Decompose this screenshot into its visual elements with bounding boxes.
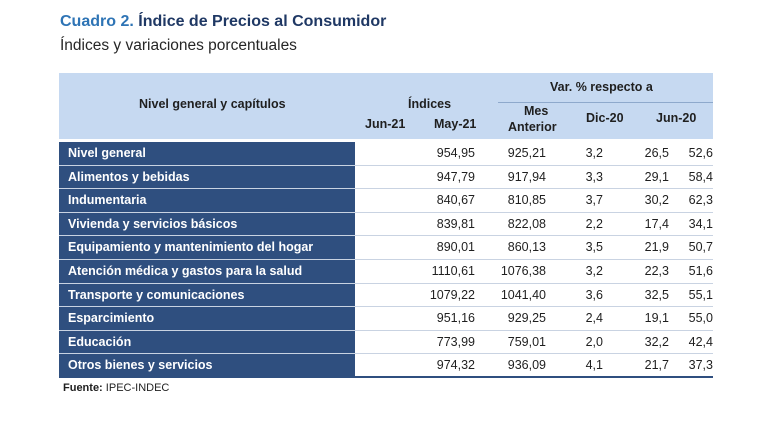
row-label: Indumentaria — [59, 189, 355, 212]
var-group-divider — [498, 102, 713, 103]
cell-jun20: 42,4 — [688, 334, 713, 349]
table-title-text: Índice de Precios al Consumidor — [138, 13, 387, 30]
table-row: Otros bienes y servicios 974,32 936,09 4,1 2… — [59, 354, 713, 378]
header-category: Nivel general y capítulos — [139, 97, 286, 111]
cell-may21: 1076,38 — [500, 263, 546, 278]
cell-dic20: 19,1 — [644, 311, 669, 326]
cell-dic20: 26,5 — [644, 146, 669, 160]
table-row: Nivel general 954,95 925,21 3,2 26,5 52,6 — [59, 142, 713, 166]
cell-dic20: 21,7 — [644, 358, 669, 373]
cell-may21: 810,85 — [507, 193, 546, 208]
cell-jun21: 974,32 — [436, 358, 475, 373]
table-row: Educación 773,99 759,01 2,0 32,2 42,4 — [59, 330, 713, 355]
cell-mes: 3,2 — [585, 263, 603, 278]
table-row: Atención médica y gastos para la salud 11… — [59, 259, 713, 284]
table-body: Nivel general 954,95 925,21 3,2 26,5 52,6 Alim… — [59, 142, 713, 378]
row-label: Alimentos y bebidas — [59, 165, 355, 189]
cell-mes: 3,5 — [585, 240, 603, 255]
cell-mes: 3,6 — [585, 287, 603, 302]
cell-jun20: 34,1 — [688, 216, 713, 231]
cell-may21: 925,21 — [507, 146, 546, 160]
cell-mes: 3,2 — [585, 146, 603, 160]
row-label: Otros bienes y servicios — [59, 354, 355, 376]
table-row: Vivienda y servicios básicos 839,81 822,08… — [59, 212, 713, 237]
header-mes-line1: Mes — [524, 104, 549, 118]
cell-dic20: 32,2 — [644, 334, 669, 349]
row-label: Transporte y comunicaciones — [59, 283, 355, 307]
table-row: Transporte y comunicaciones 1079,22 1041,4… — [59, 283, 713, 308]
cell-may21: 929,25 — [507, 311, 546, 326]
cell-jun21: 840,67 — [436, 193, 475, 208]
cell-jun20: 50,7 — [688, 240, 713, 255]
cell-jun20: 58,4 — [688, 169, 713, 184]
row-label: Atención médica y gastos para la salud — [59, 259, 355, 283]
cell-mes: 4,1 — [585, 358, 603, 373]
row-label: Vivienda y servicios básicos — [59, 212, 355, 236]
cell-may21: 1041,40 — [500, 287, 546, 302]
cell-dic20: 22,3 — [644, 263, 669, 278]
row-label: Nivel general — [59, 142, 355, 165]
table-title: Cuadro 2. Índice de Precios al Consumido… — [60, 13, 386, 31]
cell-jun21: 954,95 — [436, 146, 475, 160]
cell-jun20: 51,6 — [688, 263, 713, 278]
cell-dic20: 29,1 — [644, 169, 669, 184]
cell-mes: 2,4 — [585, 311, 603, 326]
cell-jun21: 1110,61 — [431, 263, 475, 278]
cell-jun21: 839,81 — [436, 216, 475, 231]
footnote-label: Fuente: — [63, 382, 103, 394]
cell-jun21: 773,99 — [436, 334, 475, 349]
header-indices-group: Índices — [408, 97, 452, 111]
cell-may21: 759,01 — [507, 334, 546, 349]
table-row: Indumentaria 840,67 810,85 3,7 30,2 62,3 — [59, 189, 713, 213]
table-subtitle: Índices y variaciones porcentuales — [60, 37, 297, 54]
cell-may21: 822,08 — [507, 216, 546, 231]
table-row: Equipamiento y mantenimiento del hogar 89… — [59, 236, 713, 260]
cell-may21: 917,94 — [507, 169, 546, 184]
table-number: Cuadro 2. — [60, 13, 134, 30]
footnote-source: IPEC-INDEC — [105, 382, 170, 394]
cell-jun20: 55,1 — [688, 287, 713, 302]
row-label: Equipamiento y mantenimiento del hogar — [59, 236, 355, 259]
table-header: Nivel general y capítulos Índices Jun-21… — [59, 73, 713, 139]
header-jun21: Jun-21 — [365, 117, 406, 131]
row-label: Esparcimiento — [59, 307, 355, 330]
header-mes-line2: Anterior — [508, 120, 557, 134]
header-may21: May-21 — [434, 117, 477, 131]
cell-jun20: 55,0 — [688, 311, 713, 326]
cell-jun21: 947,79 — [436, 169, 475, 184]
cell-dic20: 21,9 — [644, 240, 669, 255]
cell-may21: 936,09 — [507, 358, 546, 373]
header-var-group: Var. % respecto a — [550, 80, 653, 94]
table-row: Alimentos y bebidas 947,79 917,94 3,3 29,1 58… — [59, 165, 713, 190]
cell-may21: 860,13 — [507, 240, 546, 255]
cell-jun21: 951,16 — [436, 311, 475, 326]
cell-dic20: 32,5 — [644, 287, 669, 302]
cell-jun20: 37,3 — [688, 358, 713, 373]
cell-dic20: 17,4 — [644, 216, 669, 231]
footnote: Fuente: IPEC-INDEC — [63, 382, 169, 394]
header-dic20: Dic-20 — [586, 111, 624, 125]
cell-mes: 3,7 — [585, 193, 603, 208]
cell-jun21: 1079,22 — [429, 287, 475, 302]
cell-jun20: 52,6 — [688, 146, 713, 160]
row-label: Educación — [59, 330, 355, 354]
header-jun20: Jun-20 — [656, 111, 697, 125]
cell-mes: 2,2 — [585, 216, 603, 231]
cell-mes: 3,3 — [585, 169, 603, 184]
cell-jun21: 890,01 — [436, 240, 475, 255]
cell-mes: 2,0 — [585, 334, 603, 349]
cell-dic20: 30,2 — [644, 193, 669, 208]
cell-jun20: 62,3 — [688, 193, 713, 208]
table-row: Esparcimiento 951,16 929,25 2,4 19,1 55,0 — [59, 307, 713, 331]
